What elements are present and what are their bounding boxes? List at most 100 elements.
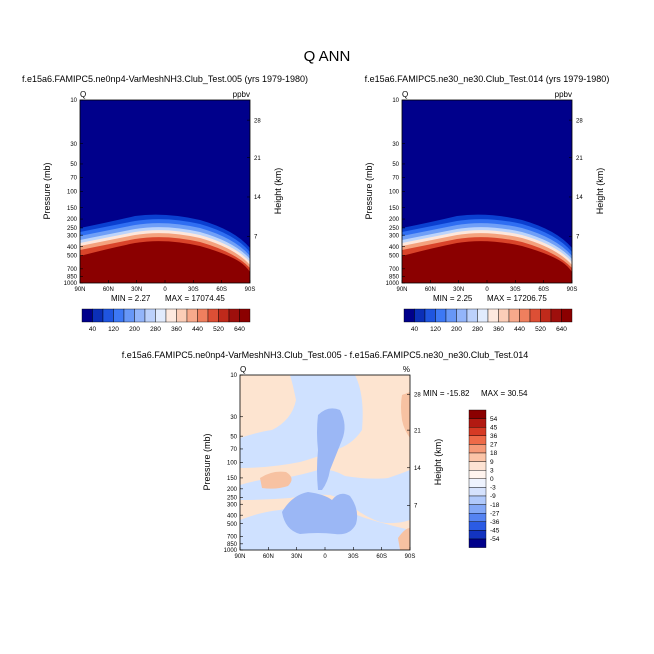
x-tick-label: 90N: [74, 287, 85, 293]
field-plot: [402, 100, 572, 283]
colorbar-swatch: [550, 308, 562, 323]
panel-top-left: f.e15a6.FAMIPC5.ne0np4-VarMeshNH3.Club_T…: [22, 74, 308, 333]
colorbar-swatch: [468, 461, 487, 471]
right-tick-label: 7: [414, 504, 418, 510]
colorbar-swatch: [113, 308, 125, 323]
y-tick-label: 400: [389, 245, 400, 251]
x-tick-label: 90S: [567, 287, 578, 293]
colorbar-label: 520: [213, 326, 224, 333]
x-tick-label: 30N: [131, 287, 142, 293]
colorbar-swatch: [176, 308, 188, 323]
colorbar-swatch: [165, 308, 177, 323]
colorbar-label: -45: [490, 528, 500, 535]
colorbar-label: 54: [490, 416, 498, 423]
colorbar-swatch: [186, 308, 198, 323]
y-tick-label: 100: [389, 190, 400, 196]
colorbar-swatch: [468, 409, 487, 419]
page-title: Q ANN: [304, 48, 351, 65]
units-label: ppbv: [555, 90, 572, 99]
colorbar: 40 120 200 280 360 440 520 640: [403, 308, 573, 333]
colorbar-swatch: [197, 308, 209, 323]
colorbar-label: 36: [490, 433, 498, 440]
x-tick-label: 60N: [425, 287, 436, 293]
positive-region-low: [260, 471, 292, 489]
x-tick-label: 0: [163, 287, 167, 293]
min-label: MIN = 2.27: [111, 294, 151, 303]
x-tick-label: 90N: [396, 287, 407, 293]
colorbar-swatch: [468, 495, 487, 505]
colorbar-swatch: [123, 308, 135, 323]
y-tick-label: 10: [70, 98, 77, 104]
x-tick-label: 0: [485, 287, 489, 293]
colorbar-swatch: [498, 308, 510, 323]
positive-region-surface: [398, 528, 410, 550]
colorbar-swatch: [218, 308, 230, 323]
y-tick-label: 100: [227, 461, 238, 467]
y-tick-label: 700: [389, 267, 400, 273]
colorbar-swatch: [456, 308, 468, 323]
colorbar-label: 45: [490, 424, 498, 431]
colorbar-swatch: [435, 308, 447, 323]
x-tick-label: 90S: [405, 554, 416, 560]
y-tick-label: 50: [392, 162, 399, 168]
y-axis-label: Pressure (mb): [202, 433, 212, 490]
y-tick-label: 250: [67, 226, 78, 232]
colorbar-label: 200: [451, 326, 462, 333]
colorbar-label: -3: [490, 485, 496, 492]
y-tick-label: 50: [230, 434, 237, 440]
max-label: MAX = 17074.45: [165, 294, 225, 303]
y-axis-label: Pressure (mb): [364, 162, 374, 219]
colorbar-swatch: [207, 308, 219, 323]
colorbar-label: 280: [472, 326, 483, 333]
right-tick-label: 14: [576, 195, 583, 201]
colorbar-swatch: [468, 427, 487, 437]
units-label: ppbv: [233, 90, 250, 99]
colorbar-swatch: [468, 435, 487, 445]
colorbar-label: 360: [171, 326, 182, 333]
y-tick-label: 150: [67, 206, 78, 212]
axes: 1030507010015020025030040050070085010002…: [64, 98, 262, 293]
right-tick-label: 21: [254, 156, 261, 162]
colorbar-label: 640: [234, 326, 245, 333]
colorbar-label: 440: [192, 326, 203, 333]
right-tick-label: 28: [414, 392, 421, 398]
x-tick-label: 60S: [538, 287, 549, 293]
colorbar-label: 3: [490, 467, 494, 474]
x-tick-label: 90N: [234, 554, 245, 560]
colorbar-label: 40: [89, 326, 97, 333]
colorbar-swatch: [529, 308, 541, 323]
x-tick-label: 60S: [216, 287, 227, 293]
strong-negative-tongue: [317, 408, 345, 490]
right-tick-label: 28: [254, 118, 261, 124]
x-tick-label: 30S: [510, 287, 521, 293]
colorbar-swatch: [468, 504, 487, 514]
colorbar-swatch: [92, 308, 104, 323]
colorbar-label: -27: [490, 510, 500, 517]
colorbar-label: 27: [490, 442, 498, 449]
y-tick-label: 30: [392, 142, 399, 148]
min-label: MIN = -15.82: [423, 389, 470, 398]
colorbar-swatch: [414, 308, 426, 323]
y-tick-label: 700: [227, 535, 238, 541]
colorbar-swatch: [468, 444, 487, 454]
y-tick-label: 70: [392, 176, 399, 182]
colorbar-swatch: [228, 308, 240, 323]
y-tick-label: 250: [227, 496, 238, 502]
colorbar-swatch: [477, 308, 489, 323]
y-tick-label: 1000: [64, 281, 78, 287]
y-axis-right-label: Height (km): [273, 168, 283, 215]
colorbar-swatch: [445, 308, 457, 323]
x-tick-label: 30N: [453, 287, 464, 293]
y-tick-label: 500: [227, 522, 238, 528]
colorbar-swatch: [81, 308, 93, 323]
y-tick-label: 200: [67, 217, 78, 223]
y-tick-label: 200: [389, 217, 400, 223]
units-label: %: [403, 365, 410, 374]
colorbar-swatch: [468, 513, 487, 523]
colorbar-label: 440: [514, 326, 525, 333]
y-axis-label: Pressure (mb): [42, 162, 52, 219]
y-tick-label: 10: [392, 98, 399, 104]
y-tick-label: 400: [67, 245, 78, 251]
